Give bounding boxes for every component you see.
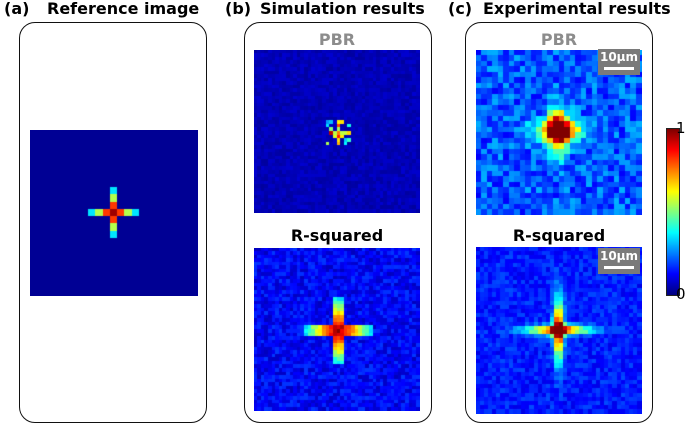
panel-a-title: Reference image [47,0,200,18]
reference-image [30,130,198,296]
panel-c-frame [465,22,653,423]
colorbar-min-label: 0 [676,285,685,303]
exp-rsq-map [476,247,642,414]
panel-a-frame [19,22,207,423]
colorbar [666,128,680,296]
sim-pbr-map [254,50,420,213]
colorbar-max-label: 1 [676,119,685,137]
sim-rsq-map [254,248,420,411]
scalebar-text: 10μm [599,50,639,64]
exp-pbr-label: PBR [540,30,578,49]
panel-c-tag: (c) [448,0,473,18]
sim-rsq-label: R-squared [290,226,384,245]
panel-c-title: Experimental results [483,0,671,18]
exp-pbr-map [476,50,642,215]
exp-pbr-scalebar: 10μm [598,49,640,75]
panel-b-tag: (b) [225,0,252,18]
scalebar-line [604,266,634,269]
exp-rsq-label: R-squared [512,226,606,245]
scalebar-line [604,67,634,70]
scalebar-text: 10μm [599,249,639,263]
exp-rsq-scalebar: 10μm [598,248,640,274]
panel-b-frame [244,22,432,423]
panel-a-tag: (a) [4,0,30,18]
panel-b-title: Simulation results [260,0,425,18]
sim-pbr-label: PBR [318,30,356,49]
